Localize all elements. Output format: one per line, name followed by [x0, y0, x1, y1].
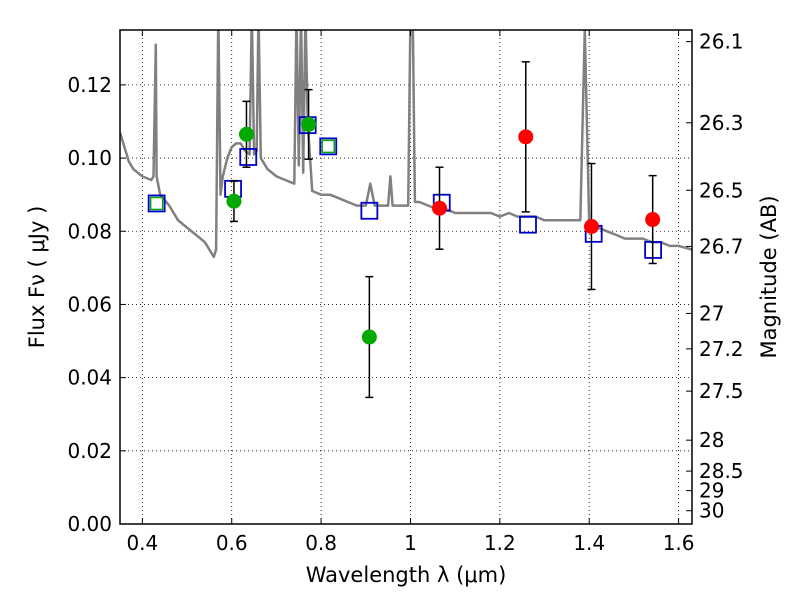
- y-tick-label: 0.08: [67, 219, 112, 243]
- mag-tick-label: 27.2: [699, 337, 744, 361]
- x-axis-label: Wavelength λ (μm): [306, 563, 507, 587]
- y-tick-label: 0.06: [67, 292, 112, 316]
- mag-tick-label: 29: [699, 479, 724, 503]
- green-data-point: [226, 193, 242, 209]
- model-square-point: [360, 201, 379, 220]
- y-tick-label: 0.04: [67, 366, 112, 390]
- plot-frame: [119, 29, 693, 525]
- model-square-point: [319, 137, 338, 156]
- mag-tick-label: 26.5: [699, 178, 744, 202]
- green-square-point: [321, 139, 335, 154]
- red-data-point: [432, 200, 448, 216]
- y-tick-label: 0.02: [67, 439, 112, 463]
- x-tick-label: 0.8: [305, 531, 337, 555]
- y2-axis-label: Magnitude (AB): [757, 195, 781, 358]
- red-data-point: [518, 129, 534, 145]
- y-tick-label: 0.00: [67, 512, 112, 536]
- x-tick-label: 0.6: [216, 531, 248, 555]
- mag-tick-label: 26.1: [699, 30, 744, 54]
- red-data-point: [645, 212, 661, 228]
- spectrum-line: [120, 30, 692, 259]
- x-tick-label: 1.2: [484, 531, 516, 555]
- x-tick-label: 1.6: [663, 531, 695, 555]
- green-square-point: [149, 196, 164, 211]
- model-square-point: [147, 194, 166, 213]
- ticks: 0.00 0.02 0.04 0.06 0.08 0.10 0.12 0.4 0.6 0.8 1 1.…: [67, 30, 743, 555]
- mag-tick-label: 26.3: [699, 111, 744, 135]
- model-square-point: [519, 215, 537, 234]
- x-tick-label: 0.4: [126, 531, 158, 555]
- mag-tick-label: 28.5: [699, 459, 744, 483]
- mag-tick-label: 26.7: [699, 234, 744, 258]
- mag-tick-label: 27.5: [699, 379, 744, 403]
- plot-area: [120, 30, 692, 399]
- grid: [120, 30, 692, 525]
- mag-tick-label: 30: [699, 499, 724, 523]
- mag-tick-label: 27: [699, 301, 724, 325]
- mag-tick-label: 28: [699, 428, 724, 452]
- green-data-point: [301, 116, 317, 132]
- model-square-point: [239, 148, 258, 166]
- x-tick-label: 1.4: [573, 531, 605, 555]
- y-tick-label: 0.10: [67, 146, 112, 170]
- green-data-point: [238, 126, 254, 142]
- green-data-point: [361, 329, 377, 345]
- y-tick-label: 0.12: [67, 73, 112, 97]
- x-tick-label: 1: [404, 531, 417, 555]
- y-axis-label: Flux Fν ( μJy ): [25, 206, 49, 349]
- red-data-point: [583, 219, 599, 235]
